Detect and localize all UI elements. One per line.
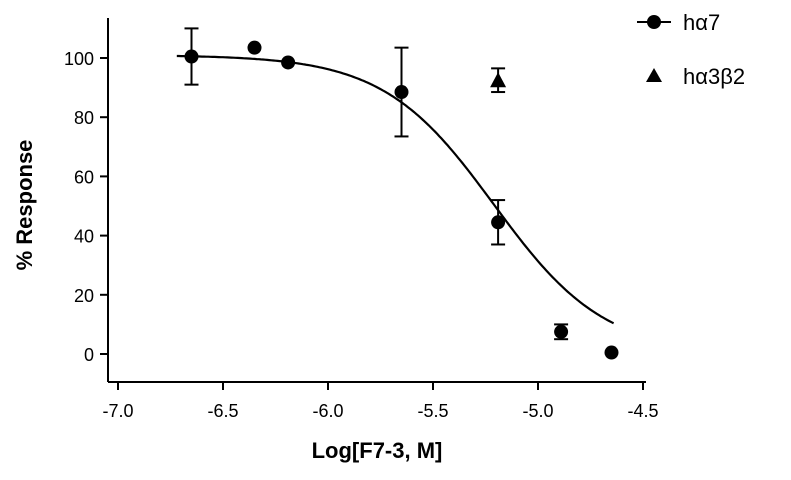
plot-area bbox=[176, 27, 619, 360]
fit-curve-series-1 bbox=[176, 54, 615, 325]
y-tick-label: 100 bbox=[64, 49, 94, 69]
legend-label-series-2: hα3β2 bbox=[683, 64, 745, 89]
data-point-series-1 bbox=[554, 324, 569, 339]
y-tick-label: 80 bbox=[74, 108, 94, 128]
data-point-series-1 bbox=[604, 345, 619, 360]
y-axis: 0 20 40 60 80 100 % Response bbox=[12, 18, 109, 382]
x-tick-label: -7.0 bbox=[102, 401, 133, 421]
x-tick-label: -5.5 bbox=[417, 401, 448, 421]
data-point-series-1 bbox=[247, 40, 262, 55]
data-point-series-1 bbox=[184, 49, 199, 64]
x-tick-label: -5.0 bbox=[522, 401, 553, 421]
data-point-series-1 bbox=[281, 55, 296, 70]
data-point-series-2 bbox=[490, 72, 507, 88]
y-axis-title: % Response bbox=[12, 140, 37, 271]
y-tick-label: 40 bbox=[74, 227, 94, 247]
legend-circle-marker bbox=[647, 15, 661, 29]
y-ticks: 0 20 40 60 80 100 bbox=[64, 49, 108, 365]
y-tick-label: 60 bbox=[74, 167, 94, 187]
x-tick-label: -6.5 bbox=[207, 401, 238, 421]
legend: hα7 hα3β2 bbox=[637, 10, 745, 89]
legend-label-series-1: hα7 bbox=[683, 10, 720, 35]
y-tick-label: 20 bbox=[74, 286, 94, 306]
legend-item-series-2: hα3β2 bbox=[646, 64, 745, 89]
legend-triangle-marker bbox=[646, 68, 662, 82]
x-tick-label: -4.5 bbox=[627, 401, 658, 421]
data-point-series-1 bbox=[394, 85, 409, 100]
legend-item-series-1: hα7 bbox=[637, 10, 720, 35]
y-tick-label: 0 bbox=[84, 345, 94, 365]
x-axis: -7.0 -6.5 -6.0 -5.5 -5.0 -4.5 Log[F7-3, M] bbox=[102, 381, 659, 463]
x-axis-title: Log[F7-3, M] bbox=[312, 438, 443, 463]
x-ticks: -7.0 -6.5 -6.0 -5.5 -5.0 -4.5 bbox=[102, 382, 659, 421]
x-tick-label: -6.0 bbox=[312, 401, 343, 421]
data-point-series-1 bbox=[491, 215, 506, 230]
